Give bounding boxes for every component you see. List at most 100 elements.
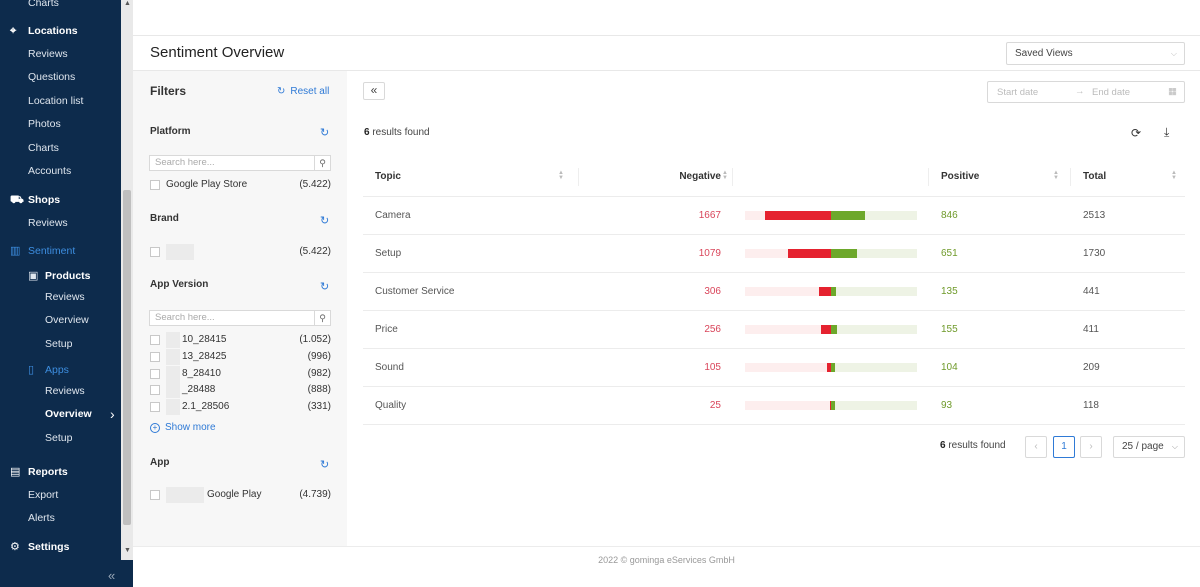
sidebar-item-apps[interactable]: ▯ Apps [0,360,121,380]
cell-positive: 651 [929,234,1071,273]
checkbox[interactable] [150,180,160,190]
checkbox[interactable] [150,369,160,379]
next-page-button[interactable]: › [1080,436,1102,458]
checkbox[interactable] [150,402,160,412]
bar-positive-track [831,210,917,220]
app-version-option[interactable]: _28488 (888) [149,382,331,398]
platform-option[interactable]: Google Play Store (5.422) [149,178,331,192]
cell-negative: 256 [579,310,733,349]
table-row[interactable]: Price 256 155 411 [363,310,1185,349]
cell-topic: Price [363,310,579,349]
collapse-filters-button[interactable]: « [363,82,385,100]
reset-icon: ↻ [277,86,286,97]
scroll-up-icon[interactable]: ▲ [124,0,131,7]
saved-views-select[interactable]: Saved Views ⌵ [1006,42,1185,65]
sort-icon[interactable]: ▲ ▼ [558,170,564,181]
filters-title: Filters [150,84,187,98]
sidebar-scrollbar[interactable]: ▲ ▼ [121,0,133,560]
column-header-topic[interactable]: Topic ▲ ▼ [363,158,579,197]
column-header-label: Positive [941,171,980,183]
brand-refresh-icon[interactable]: ↻ [320,215,330,227]
saved-views-label: Saved Views [1015,48,1073,59]
sidebar-item-reviews[interactable]: Reviews [0,213,121,233]
scroll-down-icon[interactable]: ▼ [124,547,131,554]
refresh-icon[interactable]: ⟳ [1131,126,1142,140]
sentiment-bar [745,286,917,296]
app-version-option[interactable]: 2.1_28506 (331) [149,399,331,415]
table-row[interactable]: Sound 105 104 209 [363,348,1185,387]
sidebar-item-sentiment[interactable]: ▥ Sentiment [0,241,121,261]
reset-all-button[interactable]: ↻ Reset all [277,86,329,97]
platform-refresh-icon[interactable]: ↻ [320,127,330,139]
cell-total: 441 [1071,272,1185,311]
collapse-sidebar-icon[interactable]: « [108,568,116,583]
app-option[interactable]: Google Play (4.739) [149,487,331,503]
sidebar-item-reports[interactable]: ▤ Reports [0,462,121,482]
chevron-down-icon: ⌵ [1171,442,1178,451]
search-icon[interactable]: ⚲ [314,311,330,325]
app-version-option[interactable]: 8_28410 (982) [149,366,331,382]
checkbox[interactable] [150,352,160,362]
sort-icon[interactable]: ▲ ▼ [722,170,728,181]
brand-option[interactable]: (5.422) [149,244,331,260]
sidebar-item-setup[interactable]: Setup [0,334,121,354]
column-header-negative[interactable]: Negative ▲ ▼ [579,158,733,197]
show-more-label: Show more [165,422,216,433]
scrollbar-thumb[interactable] [123,190,131,525]
app-version-option[interactable]: 13_28425 (996) [149,349,331,365]
cell-topic: Sound [363,348,579,387]
sidebar-item-export[interactable]: Export [0,485,121,505]
page-1-button[interactable]: 1 [1053,436,1075,458]
column-header-total[interactable]: Total ▲ ▼ [1071,158,1185,197]
app-version-option[interactable]: 10_28415 (1.052) [149,332,331,348]
sidebar-item-alerts[interactable]: Alerts [0,508,121,528]
table-row[interactable]: Quality 25 93 118 [363,386,1185,425]
prev-page-button[interactable]: ‹ [1025,436,1047,458]
sidebar-item-photos[interactable]: Photos [0,114,121,134]
sidebar-item-reviews[interactable]: Reviews [0,381,121,401]
checkbox[interactable] [150,385,160,395]
cell-sentiment-bar [733,196,929,235]
option-count: (996) [307,351,331,362]
footer-text: 2022 © gominga eServices GmbH [598,555,735,565]
sort-icon[interactable]: ▲ ▼ [1053,170,1059,181]
app-refresh-icon[interactable]: ↻ [320,459,330,471]
sidebar-item-reviews[interactable]: Reviews [0,44,121,64]
platform-search-input[interactable]: Search here... ⚲ [149,155,331,171]
date-range-picker[interactable]: Start date → End date ▦ [987,81,1185,103]
sort-icon[interactable]: ▲ ▼ [1171,170,1177,181]
search-icon[interactable]: ⚲ [314,156,330,170]
download-icon[interactable]: ⤓ [1164,125,1170,139]
column-divider [578,168,579,186]
sidebar-item-accounts[interactable]: Accounts [0,161,121,181]
sidebar-item-questions[interactable]: Questions [0,67,121,87]
plus-circle-icon: + [150,423,160,433]
show-more-button[interactable]: + Show more [150,422,216,433]
sidebar-item-products[interactable]: ▣ Products [0,266,121,286]
checkbox[interactable] [150,247,160,257]
sidebar-item-shops[interactable]: ⛟ Shops [0,190,121,210]
app-version-search-input[interactable]: Search here... ⚲ [149,310,331,326]
checkbox[interactable] [150,490,160,500]
table-row[interactable]: Customer Service 306 135 441 [363,272,1185,311]
sidebar-item-reviews[interactable]: Reviews [0,287,121,307]
sidebar-item-settings[interactable]: ⚙ Settings [0,537,121,557]
page-size-select[interactable]: 25 / page ⌵ [1113,436,1185,458]
sidebar-item-locations[interactable]: ⌖ Locations [0,21,121,41]
cell-sentiment-bar [733,310,929,349]
start-date-input[interactable]: Start date [997,87,1039,98]
sidebar-item-setup[interactable]: Setup [0,428,121,448]
sidebar-item-location-list[interactable]: Location list [0,91,121,111]
option-count: (5.422) [299,179,331,190]
sidebar-item-charts[interactable]: Charts [0,138,121,158]
table-row[interactable]: Setup 1079 651 1730 [363,234,1185,273]
sidebar-item-charts[interactable]: Charts [0,0,121,13]
sidebar-item-overview[interactable]: Overview [0,310,121,330]
sidebar-item-overview[interactable]: Overview › [0,404,121,424]
end-date-input[interactable]: End date [1092,87,1131,98]
checkbox[interactable] [150,335,160,345]
app-version-refresh-icon[interactable]: ↻ [320,281,330,293]
table-row[interactable]: Camera 1667 846 2513 [363,196,1185,235]
top-bar [133,0,1200,36]
column-header-positive[interactable]: Positive ▲ ▼ [929,158,1071,197]
